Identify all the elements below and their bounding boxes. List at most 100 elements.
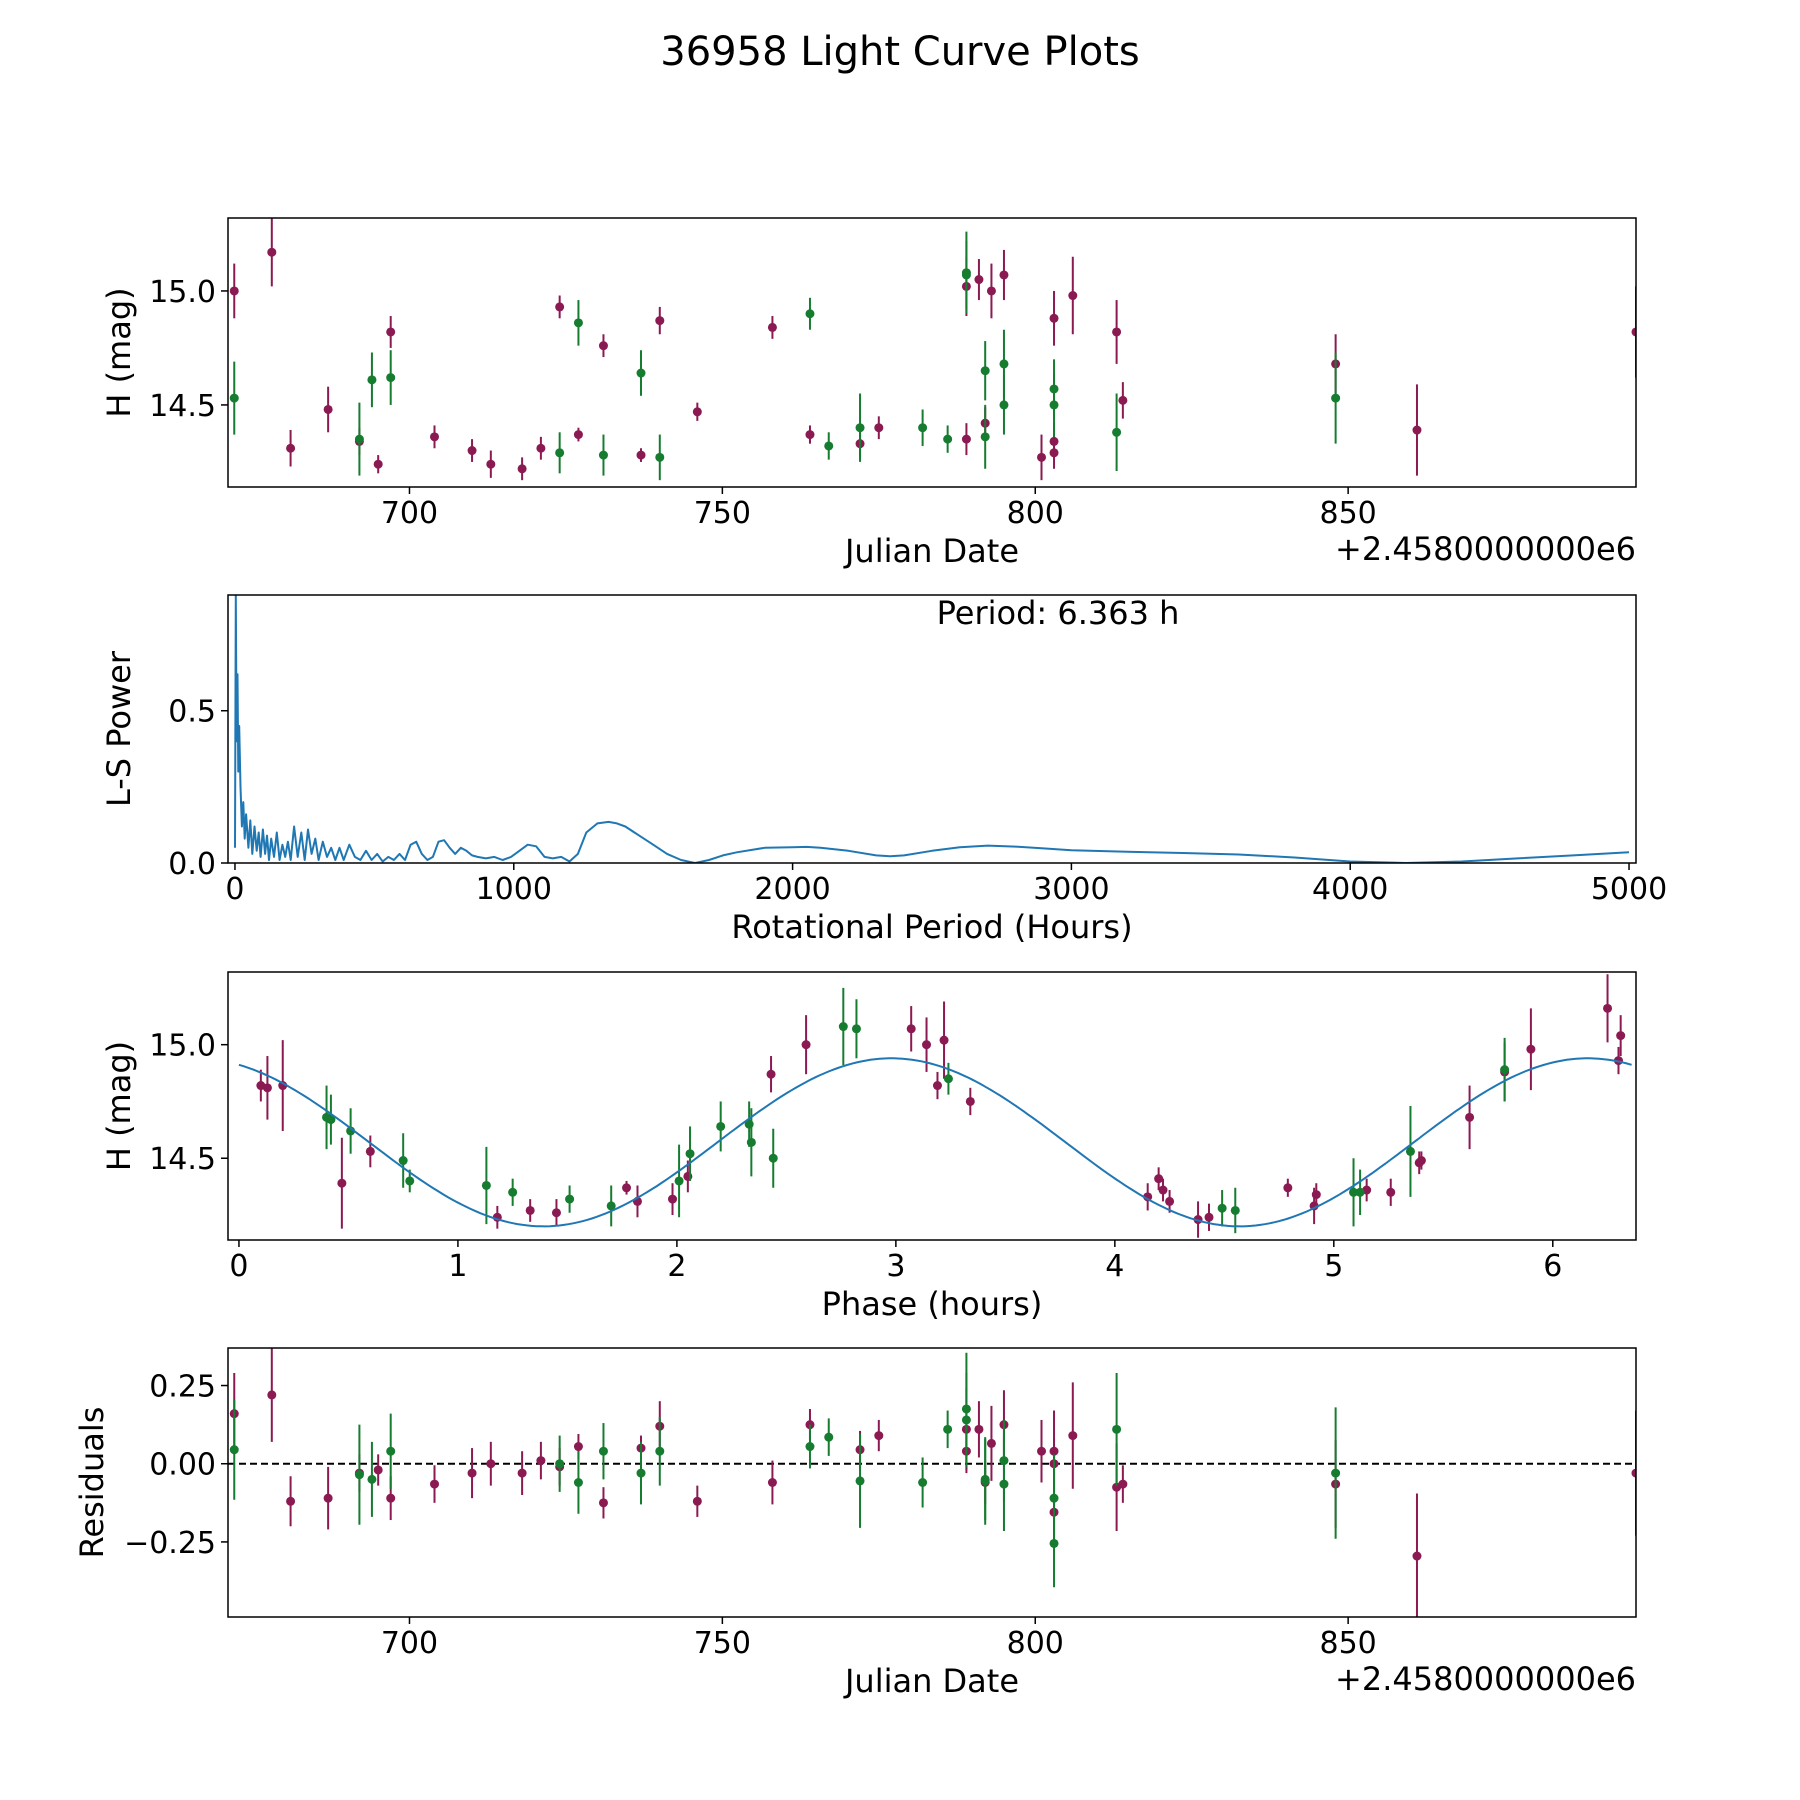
data-point-r <box>767 322 777 332</box>
data-point-r <box>365 1146 375 1156</box>
period-annotation: Period: 6.363 h <box>937 594 1180 632</box>
data-point-r <box>1204 1212 1214 1222</box>
x-tick-label: 1000 <box>476 872 552 907</box>
data-point-r <box>598 341 608 351</box>
data-point-g <box>851 1024 861 1034</box>
data-point-g <box>1331 393 1341 403</box>
x-axis-label: Phase (hours) <box>822 1285 1043 1323</box>
data-point-g <box>961 270 971 280</box>
periodogram-panel: 0 1000 2000 3000 4000 5000 0.0 0.5 Rotational Pe… <box>100 594 1667 946</box>
x-tick-label: 750 <box>694 1626 751 1661</box>
data-point-g <box>636 1468 646 1478</box>
data-point-r <box>555 302 565 312</box>
data-point-g <box>386 373 396 383</box>
data-point-r <box>939 1035 949 1045</box>
data-point-r <box>986 286 996 296</box>
data-point-g <box>980 432 990 442</box>
data-point-g <box>555 1459 565 1469</box>
data-point-r <box>267 247 277 257</box>
x-tick-label: 5 <box>1324 1249 1343 1284</box>
residuals-panel: 700 750 800 850 −0.25 0.00 0.25 Julian Date Resi… <box>73 1347 1637 1700</box>
data-point-g <box>1405 1146 1415 1156</box>
data-point-r <box>767 1478 777 1487</box>
data-point-r <box>974 275 984 285</box>
data-point-g <box>824 441 834 451</box>
data-point-g <box>838 1022 848 1032</box>
data-point-r <box>1165 1196 1175 1206</box>
data-point-r <box>766 1069 776 1079</box>
axes-frame <box>227 971 1637 1241</box>
y-tick-label: 0.5 <box>168 695 216 730</box>
data-point-r <box>386 1493 396 1503</box>
x-tick-label: 800 <box>1007 496 1064 531</box>
data-point-r <box>1112 327 1122 337</box>
axes-frame <box>227 594 1637 864</box>
axes-frame <box>227 1347 1637 1618</box>
x-tick-label: 0 <box>229 1249 248 1284</box>
y-axis-label: H (mag) <box>100 287 138 417</box>
data-point-r <box>1412 425 1422 435</box>
data-point-r <box>286 443 296 453</box>
power-series-line <box>234 595 1630 863</box>
data-point-g <box>398 1156 408 1166</box>
data-point-r <box>229 286 239 296</box>
data-point-r <box>467 446 477 456</box>
data-point-g <box>768 1153 778 1163</box>
data-point-g <box>386 1446 396 1456</box>
data-point-g <box>573 1478 583 1487</box>
x-tick-label: 800 <box>1007 1626 1064 1661</box>
light-curve-panel: 700 750 800 850 14.5 15.0 Julian Date H (mag) +2… <box>100 217 1637 570</box>
data-point-r <box>874 423 884 433</box>
phase-fold-panel: 0 1 2 3 4 5 6 14.5 15.0 Phase (hours) H (mag) <box>100 971 1637 1323</box>
data-point-g <box>1230 1205 1240 1215</box>
data-point-r <box>1412 1551 1422 1561</box>
data-point-g <box>565 1194 575 1204</box>
data-point-g <box>481 1180 491 1190</box>
x-tick-label: 3000 <box>1033 872 1109 907</box>
data-point-g <box>961 1415 971 1425</box>
data-point-g <box>598 450 608 460</box>
data-point-g <box>1355 1187 1365 1197</box>
data-point-r <box>598 1498 608 1508</box>
x-tick-label: 1 <box>448 1249 467 1284</box>
data-point-r <box>986 1438 996 1448</box>
x-tick-label: 3 <box>886 1249 905 1284</box>
data-point-r <box>874 1431 884 1441</box>
data-point-r <box>267 1390 277 1400</box>
x-axis-label: Julian Date <box>843 532 1019 570</box>
data-point-r <box>1049 313 1059 323</box>
data-point-g <box>943 1424 953 1434</box>
data-point-r <box>1068 291 1078 301</box>
x-tick-label: 700 <box>381 496 438 531</box>
data-point-g <box>1349 1187 1359 1197</box>
data-point-g <box>606 1201 616 1211</box>
data-point-r <box>517 464 527 474</box>
data-point-r <box>622 1183 632 1193</box>
data-point-g <box>229 1445 239 1455</box>
data-point-r <box>906 1024 916 1034</box>
plot-area <box>234 595 1630 863</box>
data-point-g <box>573 318 583 328</box>
figure-title: 36958 Light Curve Plots <box>660 29 1139 75</box>
data-point-g <box>805 1442 815 1452</box>
data-point-g <box>508 1187 518 1197</box>
data-point-r <box>692 1496 702 1506</box>
data-point-r <box>323 1493 333 1503</box>
data-point-r <box>430 1479 440 1489</box>
data-point-g <box>354 434 364 444</box>
y-tick-label: 0.00 <box>149 1448 216 1483</box>
data-point-g <box>655 1446 665 1456</box>
x-tick-label: 750 <box>694 496 751 531</box>
data-point-r <box>286 1496 296 1506</box>
data-point-r <box>974 1424 984 1434</box>
plot-area <box>228 1348 1636 1617</box>
data-point-r <box>536 1456 546 1466</box>
y-tick-label: −0.25 <box>124 1526 216 1561</box>
data-point-g <box>1331 1468 1341 1478</box>
data-point-g <box>716 1121 726 1131</box>
data-point-r <box>1631 327 1636 337</box>
data-point-r <box>1526 1044 1536 1054</box>
x-tick-label: 700 <box>381 1626 438 1661</box>
data-point-r <box>1158 1185 1168 1195</box>
